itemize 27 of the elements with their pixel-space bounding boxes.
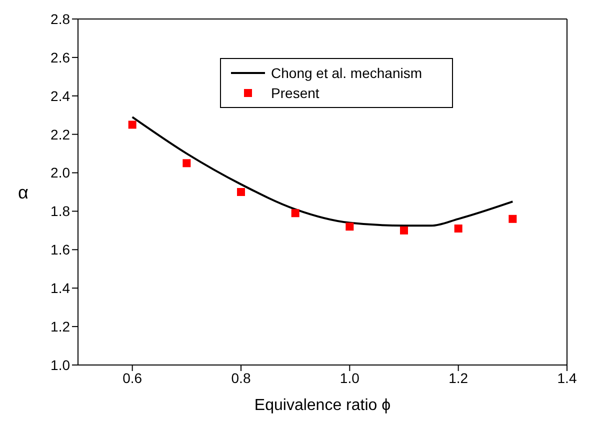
y-tick-label: 1.4 <box>50 280 70 296</box>
x-tick-label: 1.0 <box>340 370 360 386</box>
point <box>237 188 245 196</box>
x-tick-label: 0.8 <box>231 370 251 386</box>
point <box>182 159 191 168</box>
point <box>346 222 354 231</box>
y-axis-title: α <box>18 182 28 202</box>
y-tick-label: 1.0 <box>50 356 70 373</box>
point <box>454 224 462 233</box>
y-tick-label: 1.6 <box>50 242 70 258</box>
x-tick-label: 0.6 <box>122 370 142 386</box>
y-tick-label: 2.2 <box>50 126 70 142</box>
x-tick-label: 1.2 <box>448 370 468 386</box>
y-tick-label: 1.8 <box>50 203 70 220</box>
y-tick-label: 2.6 <box>50 49 70 66</box>
point <box>400 226 408 234</box>
legend-label: Present <box>271 85 320 101</box>
x-tick-label: 1.4 <box>557 370 577 386</box>
y-tick-label: 2.8 <box>50 10 70 27</box>
y-tick-label: 2.4 <box>50 88 70 104</box>
point <box>291 209 300 218</box>
x-axis-title: Equivalence ratio ϕ <box>254 397 391 414</box>
point <box>508 214 517 223</box>
point <box>128 120 136 129</box>
y-tick-label: 2.0 <box>50 164 70 181</box>
y-tick-label: 1.2 <box>50 318 70 335</box>
legend-label: Chong et al. mechanism <box>271 65 422 81</box>
